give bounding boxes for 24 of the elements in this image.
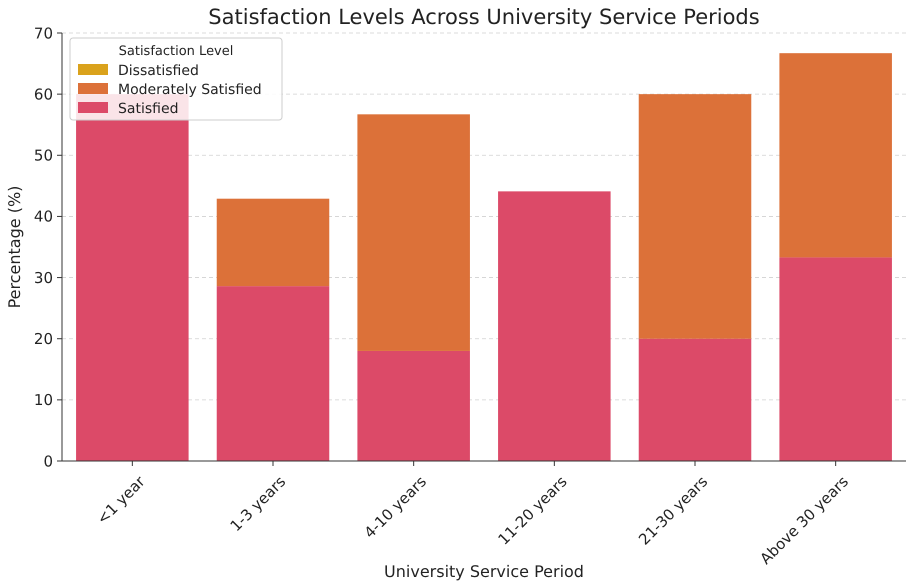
chart-title: Satisfaction Levels Across University Service Periods bbox=[208, 5, 760, 29]
legend-label: Dissatisfied bbox=[118, 62, 199, 79]
y-tick-label: 40 bbox=[34, 208, 53, 226]
bar bbox=[779, 257, 892, 461]
y-tick-label: 10 bbox=[34, 391, 53, 410]
y-tick-label: 30 bbox=[34, 268, 53, 287]
legend-label: Satisfied bbox=[118, 100, 178, 117]
legend-title: Satisfaction Level bbox=[118, 44, 234, 59]
y-tick-label: 60 bbox=[34, 85, 53, 104]
y-tick-label: 70 bbox=[34, 24, 53, 42]
bar bbox=[216, 198, 330, 286]
y-tick-label: 0 bbox=[43, 452, 53, 470]
bar bbox=[779, 53, 892, 258]
bar bbox=[357, 350, 470, 461]
bar bbox=[357, 114, 470, 351]
bar bbox=[638, 338, 752, 461]
bar bbox=[216, 286, 330, 461]
y-tick-label: 20 bbox=[34, 330, 53, 348]
x-axis-title: University Service Period bbox=[384, 562, 584, 581]
bar bbox=[638, 94, 752, 339]
legend-label: Moderately Satisfied bbox=[118, 82, 262, 98]
bar bbox=[498, 191, 611, 461]
y-tick-label: 50 bbox=[34, 146, 53, 165]
y-axis-title: Percentage (%) bbox=[5, 186, 24, 308]
